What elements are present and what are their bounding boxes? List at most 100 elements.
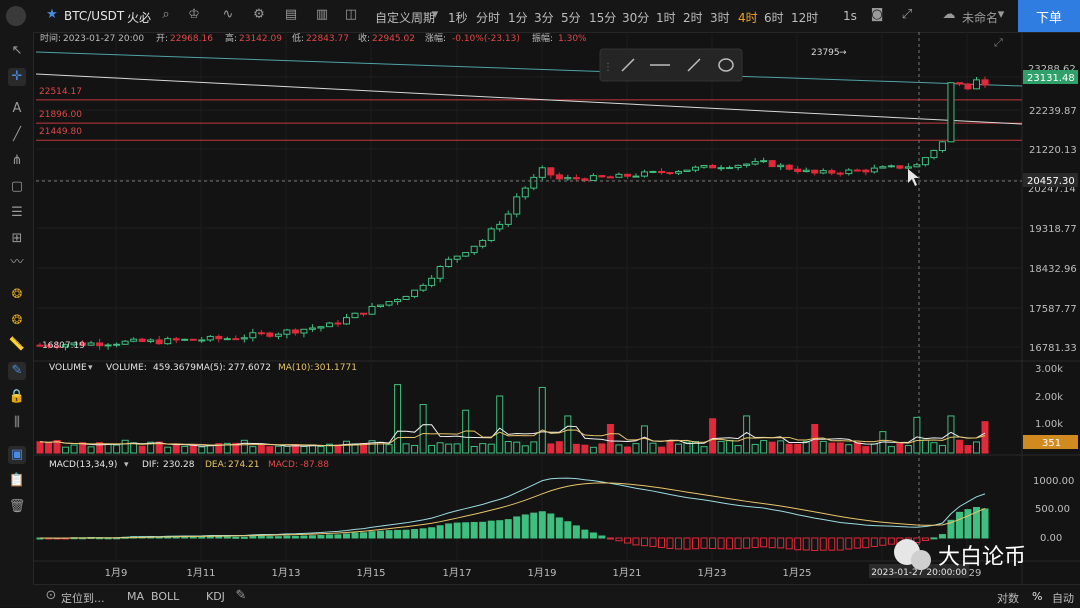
candle-body [189,338,197,341]
custom-period-dropdown[interactable]: 自定义周期 [375,11,436,25]
gear-icon[interactable]: ⚙ [253,7,265,22]
chart-type-icon[interactable]: ▤ [284,7,298,22]
period-2[interactable]: 1分 [508,11,528,25]
volume-title[interactable]: VOLUME [49,363,87,373]
trash-icon[interactable]: 🗑 [8,499,26,514]
macd-bar [802,537,810,551]
symbol-name[interactable]: BTC/USDT [64,9,125,23]
line-tool-icon[interactable]: ╱ [13,127,21,142]
volume-bar [777,440,785,454]
fullscreen-icon[interactable]: ⤢ [901,7,913,22]
text-icon[interactable]: A [12,101,22,116]
rectangle-icon[interactable]: ▢ [10,179,24,194]
indicator-icon[interactable]: ∿ [222,7,234,22]
cloud-icon[interactable]: ☁ [942,7,956,22]
volume-bar [981,421,989,454]
candle-body [53,345,61,348]
period-7[interactable]: 1时 [656,11,676,25]
period-3[interactable]: 3分 [534,11,554,25]
object-tree-icon[interactable]: ▣ [8,446,26,464]
macd-bar [921,537,929,541]
candle-body [164,338,172,345]
candle-body [172,338,180,341]
pitchfork-icon[interactable]: ⋔ [11,153,23,168]
drawing-mini-toolbar[interactable]: ⋮ [599,48,743,82]
ray-tool-icon[interactable] [621,58,635,72]
crown-icon[interactable]: ♔ [188,7,200,22]
expand-icon[interactable]: ⤢ [994,36,1003,49]
candle-body [683,169,691,172]
account-name[interactable]: 未命名 [962,11,999,25]
period-10[interactable]: 4时 [738,11,758,25]
macd-tick: 0.00 [1040,533,1062,544]
trend-line-lower[interactable] [35,73,1023,125]
candle-body [70,342,78,346]
indicator-ma[interactable]: MA [127,590,145,603]
crosshair-icon[interactable]: ✛ [8,68,26,86]
period-1[interactable]: 分时 [476,11,501,25]
drag-handle-icon[interactable]: ⋮ [603,62,613,73]
indicator-kdj[interactable]: KDJ [206,590,225,603]
wave-icon[interactable]: 〰 [10,255,24,270]
locate-button[interactable]: 定位到... [61,592,105,605]
period-9[interactable]: 3时 [710,11,730,25]
layout-icon[interactable]: ◫ [344,7,358,22]
trend-line-tool-icon[interactable] [687,58,701,72]
magnet-strong-icon[interactable]: ❂ [11,313,23,328]
seconds-toggle[interactable]: 1s [843,9,857,23]
cursor-icon[interactable]: ↖ [11,43,23,58]
macd-bar [223,536,231,539]
volume-bar [649,442,657,454]
period-5[interactable]: 15分 [589,11,617,25]
macd-bar [972,507,980,539]
candle-body [257,332,265,335]
template-icon[interactable]: ▥ [315,7,329,22]
date-tick: 29 [969,568,982,579]
period-6[interactable]: 30分 [622,11,650,25]
candle-body [623,173,631,177]
indicator-boll[interactable]: BOLL [151,590,180,603]
ruler-icon[interactable]: 📏 [8,337,26,352]
hide-icon[interactable]: ⫼ [14,415,20,430]
log-scale-toggle[interactable]: 对数 [997,592,1019,605]
period-11[interactable]: 6时 [764,11,784,25]
candle-body [462,252,470,257]
auto-scale-toggle[interactable]: 自动 [1052,592,1074,605]
level-label: 21896.00 [39,110,82,120]
magnet-icon[interactable]: ❂ [11,287,23,302]
chevron-down-icon[interactable]: ▾ [88,363,93,373]
ellipse-tool-icon[interactable] [718,58,734,72]
macd-bar [496,520,504,539]
candle-body [555,174,563,180]
star-icon[interactable]: ★ [46,7,58,22]
order-button[interactable]: 下单 [1018,0,1080,32]
macd-bar [368,531,376,539]
clipboard-icon[interactable]: 📋 [8,473,26,488]
macd-title[interactable]: MACD(13,34,9) [49,460,117,470]
fibonacci-icon[interactable]: ☰ [11,205,23,220]
period-8[interactable]: 2时 [683,11,703,25]
lock-icon[interactable]: 🔒 [8,389,26,404]
macd-bar [836,537,844,551]
trend-line-upper[interactable] [35,51,1023,87]
search-icon[interactable]: ⌕ [162,7,170,22]
gann-box-icon[interactable]: ⊞ [11,231,23,246]
camera-icon[interactable]: ◙ [870,7,884,22]
candle-body [811,169,819,174]
period-12[interactable]: 12时 [791,11,819,25]
candle-body [291,329,299,334]
macd-bar [445,523,453,539]
volume-tick: 3.00k [1035,364,1063,375]
volume-bar [964,445,972,454]
drawing-toolbar: ↖ ✛ A ╱ ⋔ ▢ ☰ ⊞ 〰 ❂ ❂ 📏 ✎ 🔒 ⫼ ▣ 📋 🗑 [0,32,34,607]
macd-bar [785,537,793,550]
period-4[interactable]: 5分 [561,11,581,25]
candle-body [428,277,436,286]
edit-icon[interactable]: ✎ [235,588,247,603]
percent-toggle[interactable]: % [1032,590,1043,603]
macd-bar [411,529,419,539]
pen-icon[interactable]: ✎ [8,362,26,380]
period-0[interactable]: 1秒 [448,11,468,25]
chevron-down-icon[interactable]: ▾ [124,460,129,470]
